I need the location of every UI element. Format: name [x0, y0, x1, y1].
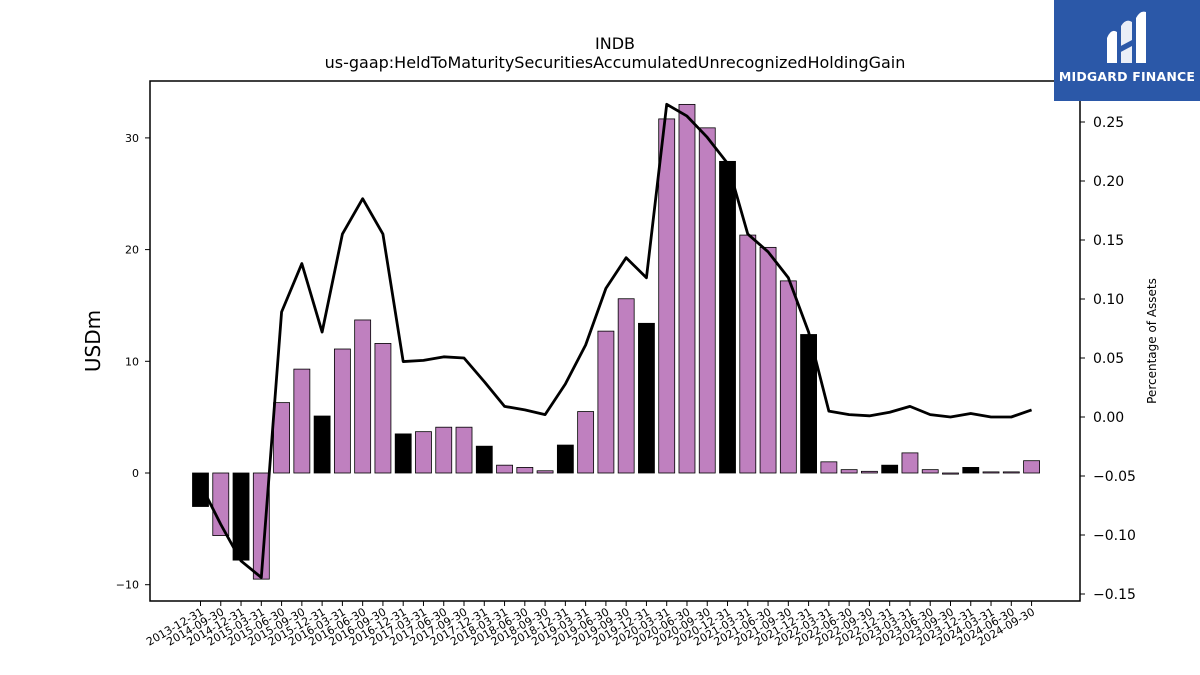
bar — [232, 472, 250, 561]
bar — [192, 472, 209, 507]
line-layer — [199, 102, 1033, 579]
bar — [212, 472, 230, 536]
midgard-logo-icon — [1107, 11, 1146, 64]
bar — [861, 470, 878, 474]
bar — [577, 411, 595, 474]
bar — [1002, 471, 1020, 474]
bar — [840, 469, 858, 474]
bar — [678, 103, 696, 474]
bar — [435, 426, 453, 474]
bar — [597, 330, 615, 474]
bar — [942, 472, 959, 475]
bar — [739, 234, 757, 474]
bar — [881, 464, 899, 474]
chart-subtitle: us-gaap:HeldToMaturitySecuritiesAccumula… — [325, 53, 906, 72]
y2-tick-label: 0.00 — [1093, 410, 1124, 426]
chart-title: INDB — [595, 34, 635, 53]
midgard-finance-logo: MIDGARD FINANCE — [1054, 0, 1200, 101]
bar — [333, 348, 351, 474]
axes-layer: −10 0 10 20 30 −0.15 −0.10 −0.05 0.00 0.05 0.10 0.1… — [116, 115, 1136, 649]
plot-frame — [149, 80, 1081, 602]
bar — [698, 127, 716, 474]
y2-tick-label: 0.10 — [1093, 292, 1124, 308]
bar — [475, 445, 493, 474]
bar — [374, 343, 392, 474]
bar — [1023, 460, 1040, 474]
y-tick-label: 0 — [132, 467, 139, 480]
y-tick-label: 10 — [125, 355, 139, 368]
bar — [982, 471, 1000, 474]
bar — [719, 160, 736, 474]
bar — [293, 368, 311, 474]
y-axis-label: USDm — [81, 310, 105, 372]
bar — [394, 433, 412, 474]
bar — [779, 280, 797, 474]
bar — [759, 246, 777, 474]
bar — [536, 470, 554, 474]
bar — [354, 319, 372, 474]
series-line — [199, 102, 1033, 579]
bar — [496, 464, 513, 474]
bar — [273, 402, 290, 474]
y2-tick-label: 0.05 — [1093, 351, 1124, 367]
bar — [516, 467, 534, 474]
y-tick-label: 30 — [125, 132, 139, 145]
bar — [556, 444, 574, 474]
bar — [313, 415, 331, 474]
y2-tick-label: 0.25 — [1093, 115, 1124, 131]
bar — [658, 118, 676, 474]
bar — [617, 298, 635, 474]
bar — [252, 472, 270, 580]
bar — [415, 431, 432, 474]
y2-tick-label: 0.20 — [1093, 174, 1124, 190]
bar — [820, 461, 838, 474]
y2-tick-label: 0.15 — [1093, 233, 1124, 249]
bar — [455, 426, 473, 474]
y2-tick-label: −0.10 — [1093, 528, 1136, 544]
y-tick-label: −10 — [116, 579, 139, 592]
bar — [921, 469, 939, 474]
y2-tick-label: −0.05 — [1093, 469, 1136, 485]
bar — [901, 452, 919, 474]
bar — [962, 467, 980, 474]
y2-tick-label: −0.15 — [1093, 587, 1136, 603]
y-tick-label: 20 — [125, 244, 139, 257]
logo-text: MIDGARD FINANCE — [1058, 69, 1196, 84]
bar — [638, 322, 655, 474]
bars-layer — [192, 103, 1040, 580]
y2-axis-label: Percentage of Assets — [1145, 278, 1159, 404]
